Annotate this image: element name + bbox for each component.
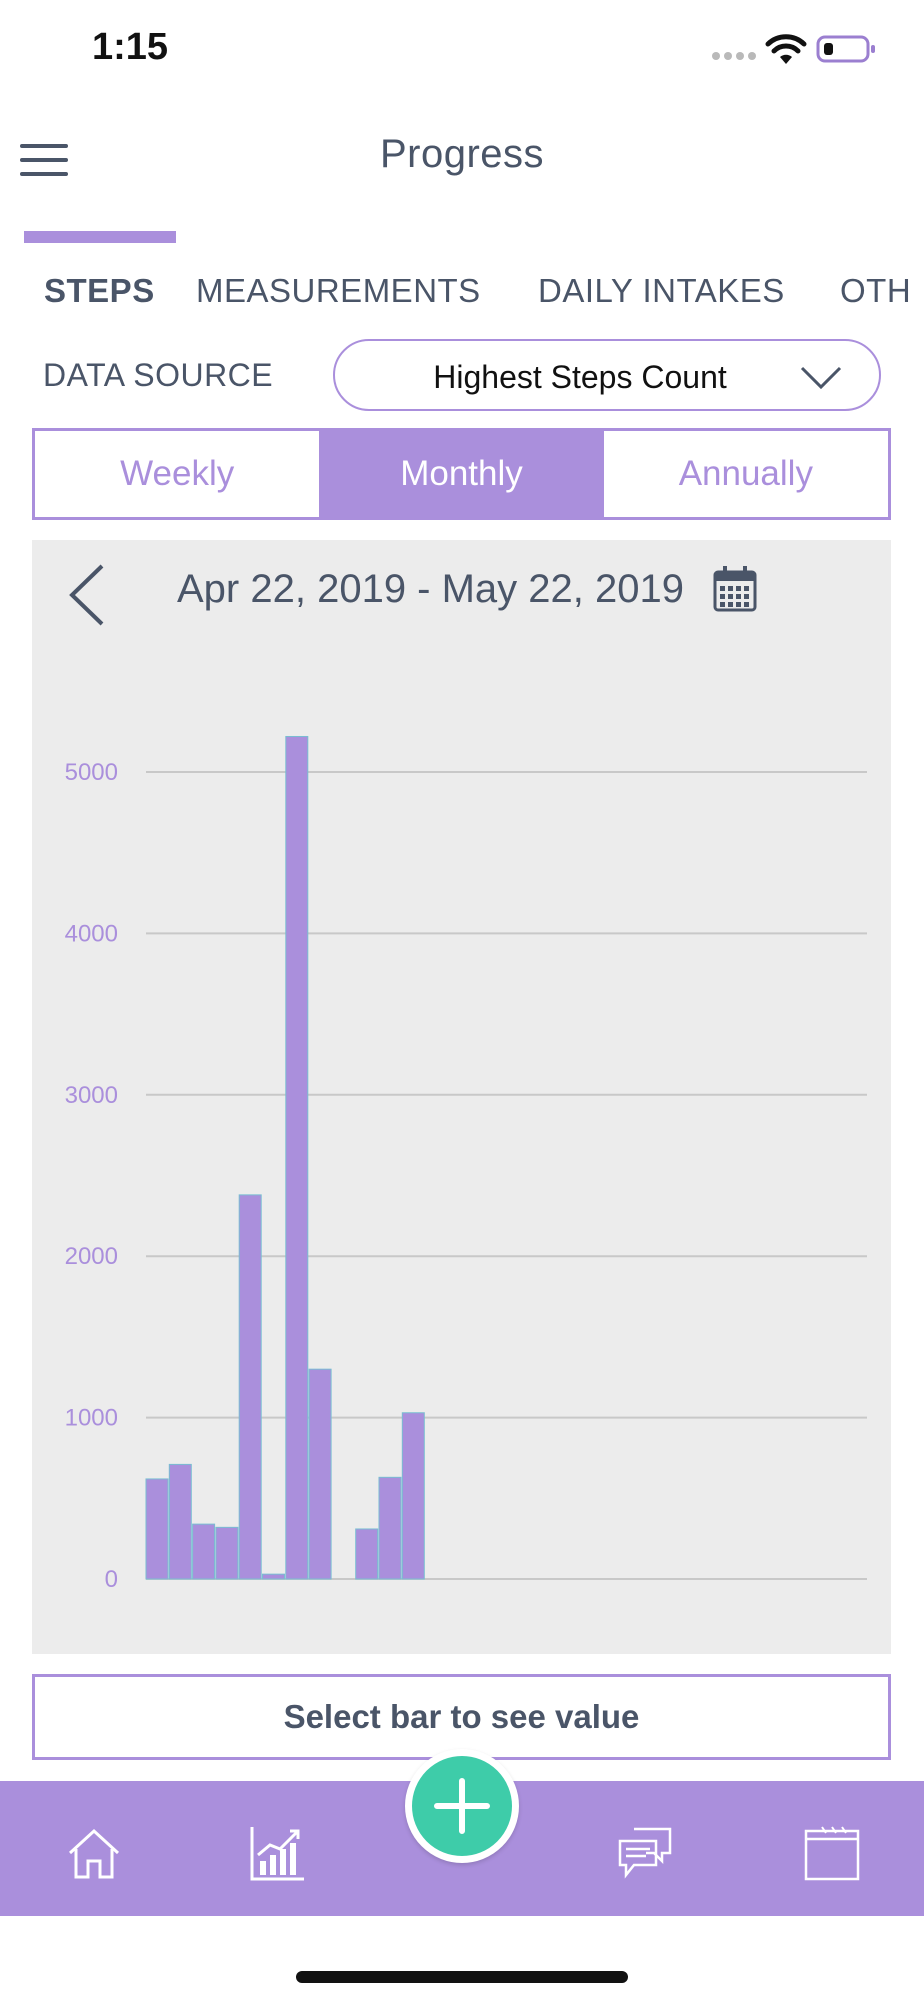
tab-daily-intakes[interactable]: DAILY INTAKES xyxy=(538,272,785,309)
period-selector: Weekly Monthly Annually xyxy=(32,428,891,520)
period-weekly-button[interactable]: Weekly xyxy=(120,454,235,493)
y-tick-label: 2000 xyxy=(65,1243,118,1270)
period-annually-button[interactable]: Annually xyxy=(678,454,813,493)
battery-icon xyxy=(816,35,875,63)
calendar-icon[interactable] xyxy=(802,1823,862,1883)
data-source-label: DATA SOURCE xyxy=(43,357,274,393)
y-tick-label: 5000 xyxy=(65,759,118,786)
chevron-down-icon xyxy=(800,366,842,390)
add-icon xyxy=(434,1778,490,1834)
chart-bar-4[interactable] xyxy=(215,1526,239,1580)
chart-bar-7[interactable] xyxy=(285,735,309,1580)
tab-steps[interactable]: STEPS xyxy=(44,272,155,309)
chart-bar-3[interactable] xyxy=(192,1523,216,1580)
period-monthly-button[interactable]: Monthly xyxy=(319,431,604,517)
chart-bar-8[interactable] xyxy=(308,1368,332,1580)
y-tick-label: 4000 xyxy=(65,920,118,947)
tab-measurements[interactable]: MEASUREMENTS xyxy=(196,272,481,309)
y-tick-label: 0 xyxy=(105,1566,118,1593)
selected-value-box: Select bar to see value xyxy=(32,1674,891,1760)
chart-panel: Apr 22, 2019 - May 22, 2019 0 1000 2000 300… xyxy=(32,540,891,1654)
data-source-dropdown[interactable]: Highest Steps Count xyxy=(333,339,881,411)
progress-chart-icon[interactable] xyxy=(248,1823,308,1883)
home-icon[interactable] xyxy=(64,1823,124,1883)
chat-icon[interactable] xyxy=(616,1823,676,1883)
y-tick-label: 1000 xyxy=(65,1405,118,1432)
page-title: Progress xyxy=(379,132,545,176)
y-tick-label: 3000 xyxy=(65,1082,118,1109)
chart-bar-2[interactable] xyxy=(168,1463,192,1580)
chart-bar-1[interactable] xyxy=(145,1478,169,1580)
home-indicator xyxy=(296,1971,628,1983)
chart-bar-12[interactable] xyxy=(401,1412,425,1580)
tab-other[interactable]: OTH xyxy=(840,272,912,309)
chart-bar-10[interactable] xyxy=(355,1528,379,1580)
status-bar: 1:15 xyxy=(0,0,924,100)
chart-bar-11[interactable] xyxy=(378,1476,402,1580)
category-tabs: STEPS MEASUREMENTS DAILY INTAKES OTH xyxy=(0,264,924,316)
cellular-signal-icon xyxy=(712,52,756,60)
add-button[interactable] xyxy=(405,1749,519,1863)
calendar-icon[interactable] xyxy=(712,564,758,614)
chart-bar-6[interactable] xyxy=(262,1573,285,1580)
data-source-value: Highest Steps Count xyxy=(433,359,727,395)
chevron-left-icon[interactable] xyxy=(62,560,112,630)
date-range: Apr 22, 2019 - May 22, 2019 xyxy=(177,567,684,611)
hamburger-menu-icon[interactable] xyxy=(18,140,72,180)
status-time: 1:15 xyxy=(92,26,169,68)
chart-bar-5[interactable] xyxy=(238,1194,262,1580)
tab-indicator xyxy=(24,231,176,243)
wifi-icon xyxy=(765,34,807,64)
steps-bar-chart: 0 1000 2000 3000 4000 5000 xyxy=(65,735,867,1593)
